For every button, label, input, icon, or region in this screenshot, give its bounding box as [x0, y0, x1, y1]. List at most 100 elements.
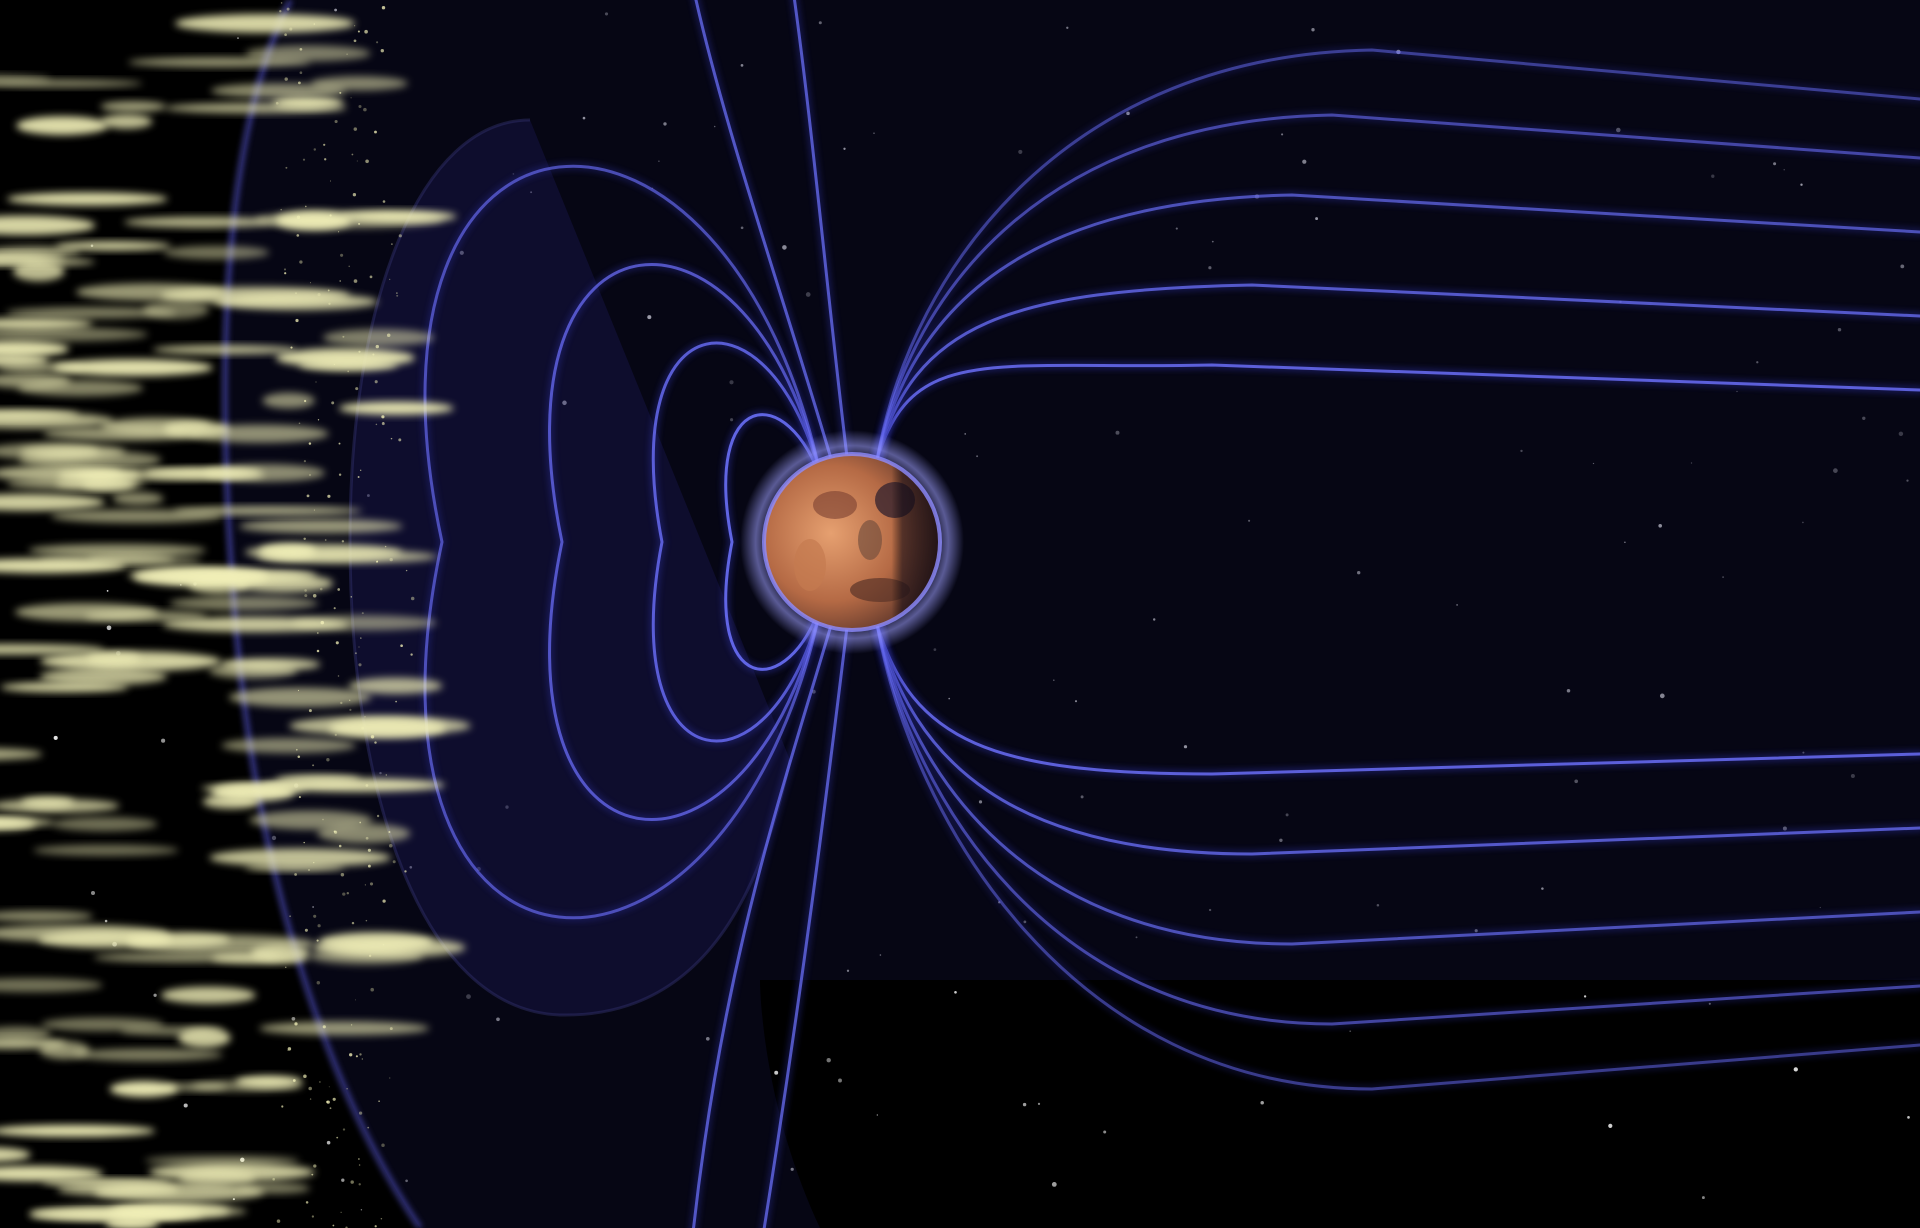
- solar-wind-streak: [244, 543, 402, 561]
- solar-wind-dust: [364, 884, 367, 886]
- solar-wind-dust: [369, 882, 374, 886]
- solar-wind-dust: [305, 1201, 309, 1204]
- solar-wind-streak: [125, 932, 230, 947]
- star: [360, 1209, 363, 1211]
- solar-wind-dust: [339, 280, 342, 282]
- dayside-field-line: [423, 164, 824, 920]
- solar-wind-dust: [350, 1024, 353, 1026]
- star: [104, 919, 108, 923]
- solar-wind-dust: [367, 848, 371, 852]
- star: [1862, 416, 1866, 420]
- solar-wind-dust: [309, 282, 312, 284]
- solar-wind-dust: [333, 607, 336, 610]
- solar-wind-streak: [0, 340, 70, 358]
- solar-wind-dust: [290, 346, 293, 349]
- solar-wind-dust: [313, 861, 315, 864]
- solar-wind-dust: [381, 1143, 385, 1148]
- solar-wind-dust: [368, 954, 372, 958]
- solar-wind-dust: [390, 437, 393, 440]
- solar-wind-dust: [356, 160, 358, 162]
- star: [1833, 468, 1838, 473]
- solar-wind-dust: [324, 158, 327, 161]
- solar-wind-dust: [308, 869, 310, 871]
- solar-wind-dust: [352, 193, 357, 197]
- solar-wind-streak: [28, 544, 207, 557]
- solar-wind-dust: [410, 596, 415, 601]
- solar-wind-dust: [398, 438, 402, 442]
- solar-wind-dust: [351, 921, 355, 925]
- solar-wind-dust: [391, 243, 393, 245]
- star: [1906, 479, 1909, 482]
- star: [1115, 430, 1120, 435]
- solar-wind-streak: [143, 301, 210, 319]
- solar-wind-dust: [322, 818, 324, 821]
- solar-wind-streak: [0, 910, 94, 922]
- solar-wind-streak: [93, 952, 279, 963]
- solar-wind-dust: [338, 473, 342, 476]
- solar-wind-dust: [357, 476, 360, 478]
- solar-wind-dust: [353, 127, 358, 131]
- solar-wind-dust: [392, 860, 396, 864]
- star: [1051, 1182, 1057, 1187]
- star: [1583, 995, 1587, 998]
- solar-wind-dust: [317, 293, 321, 297]
- star: [740, 226, 744, 230]
- solar-wind-streak: [100, 114, 153, 129]
- solar-wind-dust: [340, 872, 345, 877]
- solar-wind-particles: [0, 2, 471, 1228]
- solar-wind-dust: [295, 748, 298, 751]
- solar-wind-dust: [341, 540, 345, 543]
- star: [876, 1114, 878, 1116]
- star: [1074, 700, 1078, 703]
- star: [53, 735, 58, 740]
- solar-wind-dust: [365, 836, 369, 840]
- solar-wind-dust: [358, 646, 360, 648]
- solar-wind-dust: [334, 733, 337, 737]
- solar-wind-streak: [0, 493, 106, 511]
- solar-wind-streak: [33, 844, 179, 856]
- solar-wind-dust: [295, 292, 297, 295]
- solar-wind-dust: [328, 302, 331, 305]
- solar-wind-streak: [0, 362, 85, 372]
- solar-wind-dust: [304, 594, 308, 598]
- solar-wind-dust: [299, 47, 303, 51]
- star: [161, 738, 166, 743]
- solar-wind-dust: [279, 10, 282, 13]
- star: [405, 1179, 408, 1183]
- solar-wind-dust: [358, 350, 361, 353]
- solar-wind-dust: [365, 159, 369, 164]
- solar-wind-dust: [284, 77, 288, 81]
- solar-wind-dust: [308, 442, 312, 445]
- star: [334, 8, 337, 12]
- star: [1053, 679, 1055, 681]
- solar-wind-streak: [0, 79, 143, 88]
- solar-wind-dust: [340, 253, 344, 257]
- solar-wind-streak: [237, 1182, 311, 1194]
- solar-wind-dust: [347, 370, 350, 373]
- star: [1357, 571, 1361, 575]
- solar-wind-dust: [320, 620, 325, 625]
- star: [271, 835, 277, 841]
- solar-wind-streak: [21, 796, 74, 808]
- star: [1152, 618, 1156, 621]
- solar-wind-streak: [5, 307, 177, 319]
- solar-wind-dust: [296, 215, 301, 219]
- solar-wind-dust: [316, 980, 321, 985]
- star: [1349, 1030, 1352, 1033]
- tail-field-line-north: [875, 48, 1920, 462]
- star: [1520, 449, 1523, 453]
- solar-wind-dust: [386, 333, 391, 337]
- solar-wind-streak: [262, 392, 315, 409]
- solar-wind-dust: [380, 1218, 383, 1220]
- dayside-field-line: [724, 413, 824, 671]
- tail-field-line-north-glow: [872, 45, 1920, 465]
- solar-wind-dust: [308, 1086, 312, 1091]
- star: [713, 125, 716, 128]
- star: [843, 147, 846, 150]
- dayside-field-line: [651, 341, 824, 743]
- solar-wind-streak: [0, 681, 129, 693]
- star: [1773, 162, 1777, 166]
- solar-wind-dust: [355, 387, 359, 391]
- solar-wind-dust: [289, 915, 291, 917]
